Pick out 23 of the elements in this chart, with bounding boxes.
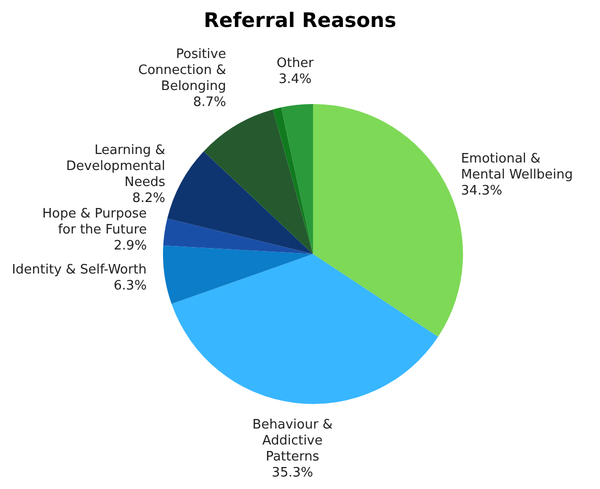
slice-label: Other <box>276 56 314 71</box>
slice-label: Learning & Developmental Needs <box>66 142 166 190</box>
pie-slice <box>163 246 313 304</box>
pie-slice <box>272 107 313 254</box>
data-label: 3.4% <box>278 72 312 87</box>
data-label: 2.9% <box>114 238 147 254</box>
pie-slice <box>204 109 313 254</box>
pie-slice <box>163 218 313 254</box>
pie-slice <box>281 104 313 254</box>
slice-label: Behaviour & Addictive Patterns <box>252 418 333 465</box>
data-label: 8.7% <box>193 95 226 110</box>
slice-label: Emotional & Mental Wellbeing <box>460 151 573 182</box>
slice-label: Positive Connection & Belonging <box>138 47 226 94</box>
slice-label: Identity & Self-Worth <box>12 262 147 278</box>
data-label: 34.3% <box>460 183 502 198</box>
data-label: 8.2% <box>132 190 166 206</box>
pie-slice <box>167 151 313 254</box>
data-label: 35.3% <box>272 466 314 481</box>
slice-label: Hope & Purpose for the Future <box>42 206 147 238</box>
chart-title: Referral Reasons <box>202 8 398 34</box>
pie-slice <box>313 104 463 337</box>
pie-slice <box>172 254 438 404</box>
data-label: 6.3% <box>114 278 147 294</box>
